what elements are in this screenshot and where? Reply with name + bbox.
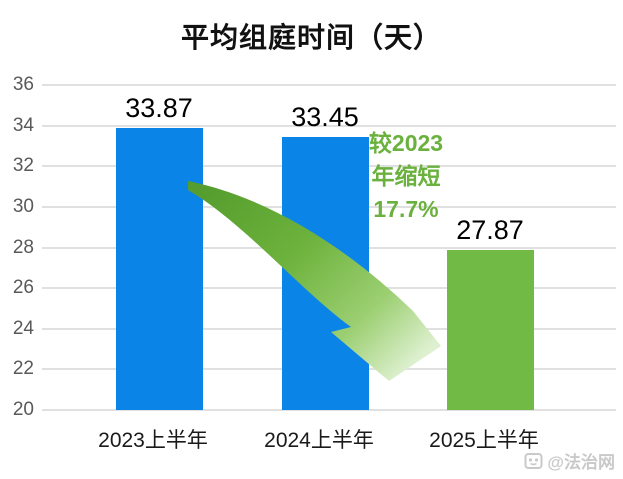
y-tick-label: 36 bbox=[12, 74, 34, 95]
y-tick-label: 32 bbox=[12, 155, 34, 177]
bar-2023上半年 bbox=[115, 128, 203, 410]
watermark-logo-icon bbox=[524, 453, 543, 469]
annotation-line: 较2023 bbox=[368, 130, 444, 156]
decrease-arrow-icon bbox=[188, 181, 441, 381]
x-category-label: 2023上半年 bbox=[98, 429, 208, 452]
annotation-line: 17.7% bbox=[373, 196, 439, 222]
bar-value-label: 33.87 bbox=[125, 93, 193, 124]
watermark: @法治网 bbox=[524, 448, 615, 473]
gridline bbox=[42, 124, 616, 127]
chart-title: 平均组庭时间（天） bbox=[180, 22, 442, 53]
y-tick-label: 22 bbox=[12, 358, 34, 380]
y-tick-label: 24 bbox=[12, 317, 34, 339]
gridline bbox=[42, 409, 616, 411]
y-tick-label: 28 bbox=[12, 236, 34, 258]
bar-value-label: 33.45 bbox=[291, 101, 359, 132]
y-tick-label: 20 bbox=[12, 399, 34, 420]
gridline bbox=[42, 84, 616, 86]
watermark-text: @法治网 bbox=[547, 453, 615, 472]
y-tick-label: 30 bbox=[12, 195, 34, 217]
bar-value-label: 27.87 bbox=[456, 215, 524, 246]
y-tick-label: 34 bbox=[12, 114, 34, 136]
annotation-line: 年缩短 bbox=[371, 163, 441, 189]
x-category-label: 2024上半年 bbox=[264, 429, 374, 452]
bar-2025上半年 bbox=[446, 250, 534, 410]
y-tick-label: 26 bbox=[12, 277, 34, 299]
decrease-annotation: 较2023 年缩短 17.7% bbox=[362, 127, 450, 226]
x-category-label: 2025上半年 bbox=[429, 429, 539, 452]
